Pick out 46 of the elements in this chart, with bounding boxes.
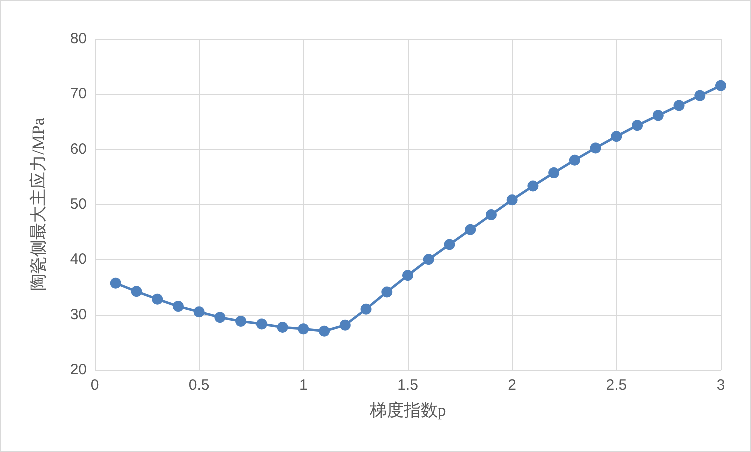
point: [716, 80, 726, 92]
y-axis-title: 陶瓷侧最大主应力/MPa: [29, 118, 48, 291]
point: [486, 209, 497, 220]
point: [590, 142, 602, 154]
x-tick-label: 1: [299, 377, 308, 394]
y-tick-label: 60: [70, 140, 87, 158]
point: [172, 301, 184, 312]
x-tick-label: 3: [716, 377, 726, 394]
point: [652, 110, 664, 122]
point: [694, 90, 706, 102]
y-tick-label: 50: [70, 196, 87, 213]
point: [110, 278, 122, 289]
y-tick-label: 40: [70, 251, 87, 268]
point: [298, 324, 310, 335]
point: [548, 168, 560, 179]
point: [674, 100, 685, 112]
point: [506, 194, 518, 206]
point: [214, 312, 226, 324]
point: [152, 294, 164, 305]
point: [340, 320, 351, 331]
y-tick-label: 80: [70, 30, 87, 48]
x-tick-label: 2: [508, 377, 517, 394]
point: [465, 224, 476, 236]
x-tick-label: 1.5: [398, 377, 418, 394]
point: [444, 239, 456, 250]
point: [402, 270, 414, 282]
point: [319, 326, 330, 337]
point: [611, 131, 622, 142]
y-tick-label: 20: [70, 362, 87, 378]
x-axis-title: 梯度指数p: [368, 401, 446, 420]
y-tick-label: 30: [70, 306, 87, 324]
point: [236, 316, 247, 327]
x-tick-label: 0.5: [188, 377, 210, 394]
x-tick-label: 2.5: [606, 377, 628, 394]
y-tick-label: 70: [70, 86, 87, 103]
point: [131, 286, 142, 298]
point: [423, 254, 434, 266]
point: [256, 318, 268, 330]
x-tick-label: 0: [90, 377, 100, 394]
point: [382, 286, 393, 298]
point: [360, 304, 372, 315]
point: [194, 306, 205, 318]
point: [632, 120, 644, 132]
point: [528, 180, 539, 192]
point: [569, 154, 580, 166]
point: [277, 322, 288, 334]
